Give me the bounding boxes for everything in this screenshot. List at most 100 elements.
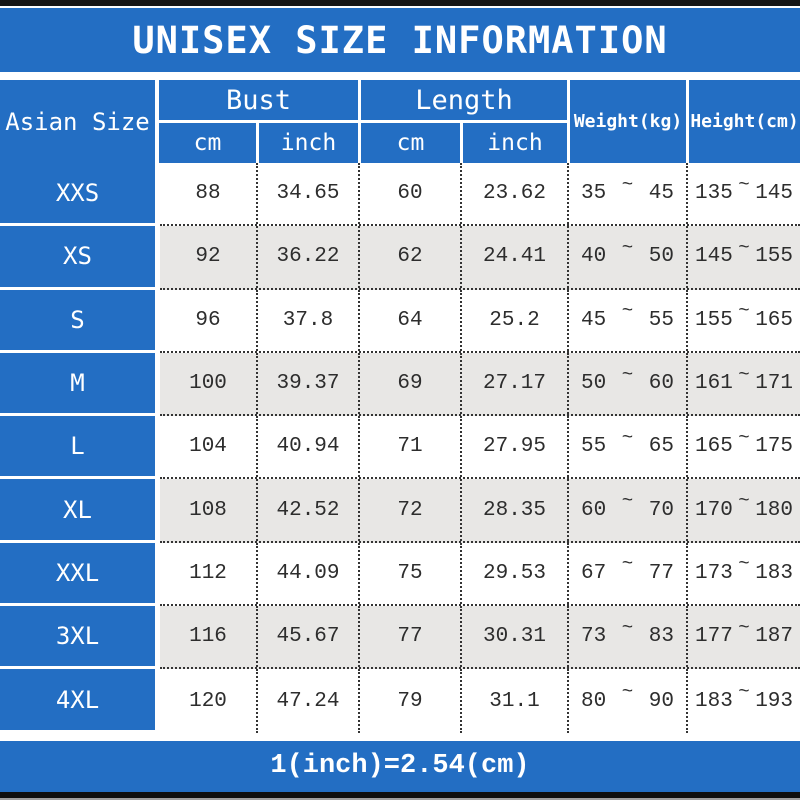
length-label: Length (361, 80, 567, 123)
weight-min: 40 (581, 245, 607, 269)
table-row: M 100 39.37 69 27.17 50 ~60 161 ~171 (0, 352, 800, 417)
weight-range: 55 ~65 (567, 416, 686, 478)
title-band: UNISEX SIZE INFORMATION (0, 8, 800, 72)
height-range: 161 ~171 (686, 352, 800, 415)
row-cells: 116 45.67 77 30.31 73 ~83 177 ~187 (160, 606, 800, 670)
bust-subheaders: cm inch (159, 123, 358, 163)
size-label: 4XL (0, 669, 155, 733)
row-cells: 96 37.8 64 25.2 45 ~55 155 ~165 (160, 289, 800, 353)
height-min: 145 (695, 245, 733, 269)
bust-group-header: Bust cm inch (155, 80, 358, 163)
weight-min: 73 (581, 625, 607, 649)
length-inch-value: 27.17 (460, 352, 567, 415)
table-row: 4XL 120 47.24 79 31.1 80 ~90 183 ~193 (0, 669, 800, 733)
bottom-black-bar (0, 791, 800, 798)
length-cm-value: 75 (358, 542, 460, 605)
bust-inch-value: 36.22 (256, 226, 358, 288)
weight-min: 45 (581, 308, 607, 332)
tilde: ~ (621, 363, 634, 386)
tilde: ~ (621, 426, 634, 449)
table-header: Asian Size Bust cm inch Length cm inch W… (0, 80, 800, 163)
column-gap (155, 669, 160, 733)
weight-min: 80 (581, 689, 607, 713)
height-max: 187 (755, 625, 793, 649)
height-range: 145 ~155 (686, 226, 800, 288)
bust-inch-value: 34.65 (256, 163, 358, 225)
table-row: S 96 37.8 64 25.2 45 ~55 155 ~165 (0, 289, 800, 353)
bust-cm-value: 92 (195, 245, 221, 269)
length-cm-value: 62 (358, 226, 460, 288)
length-subheaders: cm inch (361, 123, 567, 163)
bust-cm-value: 112 (189, 561, 227, 585)
weight-max: 65 (648, 435, 674, 459)
bust-inch-value: 44.09 (256, 542, 358, 605)
size-label: XXL (0, 542, 155, 607)
weight-header: Weight(kg) (567, 80, 686, 163)
height-header: Height(cm) (686, 80, 800, 163)
weight-min: 55 (581, 435, 607, 459)
weight-max: 90 (648, 689, 674, 713)
weight-range: 73 ~83 (567, 606, 686, 668)
size-label: XXS (0, 163, 155, 227)
length-cm-value: 77 (358, 606, 460, 668)
height-max: 155 (755, 245, 793, 269)
bust-inch-value: 45.67 (256, 606, 358, 668)
size-label: S (0, 289, 155, 353)
weight-max: 45 (648, 182, 674, 206)
table-row: XXL 112 44.09 75 29.53 67 ~77 173 ~183 (0, 542, 800, 607)
tilde: ~ (621, 681, 634, 704)
table-body: XXS 88 34.65 60 23.62 35 ~45 135 ~145 XS 9… (0, 163, 800, 733)
bust-cm-value: 120 (189, 689, 227, 713)
column-gap (155, 542, 160, 607)
bust-label: Bust (159, 80, 358, 123)
weight-range: 50 ~60 (567, 352, 686, 415)
height-max: 175 (755, 435, 793, 459)
size-label: M (0, 352, 155, 417)
height-min: 173 (695, 561, 733, 585)
weight-max: 70 (648, 498, 674, 522)
weight-max: 55 (648, 308, 674, 332)
weight-max: 60 (648, 372, 674, 396)
column-gap (155, 163, 160, 227)
row-cells: 112 44.09 75 29.53 67 ~77 173 ~183 (160, 542, 800, 607)
tilde: ~ (621, 490, 634, 513)
row-cells: 120 47.24 79 31.1 80 ~90 183 ~193 (160, 669, 800, 733)
top-black-bar (0, 0, 800, 8)
bust-inch-header: inch (256, 123, 358, 163)
column-gap (155, 416, 160, 480)
height-min: 161 (695, 372, 733, 396)
row-cells: 104 40.94 71 27.95 55 ~65 165 ~175 (160, 416, 800, 480)
size-label: 3XL (0, 606, 155, 670)
size-label: L (0, 416, 155, 480)
length-inch-value: 31.1 (460, 669, 567, 733)
height-max: 171 (755, 372, 793, 396)
bottom-gray-edge (0, 797, 800, 800)
footer-divider (0, 732, 800, 741)
row-cells: 108 42.52 72 28.35 60 ~70 170 ~180 (160, 479, 800, 543)
height-range: 135 ~145 (686, 163, 800, 225)
bust-cm-value: 100 (189, 372, 227, 396)
bust-inch-value: 37.8 (256, 289, 358, 351)
page-title: UNISEX SIZE INFORMATION (132, 18, 668, 62)
weight-range: 40 ~50 (567, 226, 686, 288)
height-max: 193 (755, 689, 793, 713)
weight-range: 60 ~70 (567, 479, 686, 541)
column-gap (155, 226, 160, 290)
bust-cm-value: 88 (195, 182, 221, 206)
bust-cm-value: 108 (189, 498, 227, 522)
height-max: 145 (755, 182, 793, 206)
weight-min: 60 (581, 498, 607, 522)
weight-range: 45 ~55 (567, 289, 686, 351)
height-min: 165 (695, 435, 733, 459)
height-min: 183 (695, 689, 733, 713)
size-label: XS (0, 226, 155, 290)
tilde: ~ (621, 553, 634, 576)
bust-inch-value: 42.52 (256, 479, 358, 541)
length-inch-value: 24.41 (460, 226, 567, 288)
column-gap (155, 606, 160, 670)
length-inch-value: 28.35 (460, 479, 567, 541)
tilde: ~ (738, 681, 750, 704)
length-inch-value: 29.53 (460, 542, 567, 605)
tilde: ~ (738, 426, 750, 449)
table-row: L 104 40.94 71 27.95 55 ~65 165 ~175 (0, 416, 800, 480)
